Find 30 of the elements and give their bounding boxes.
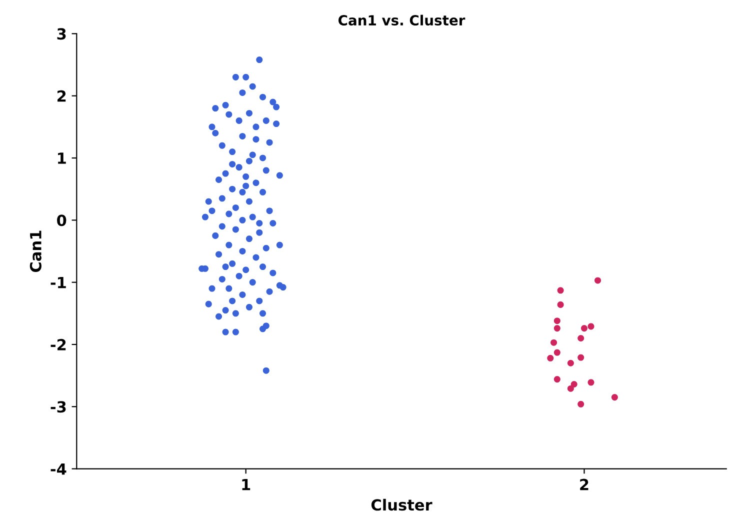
y-tick-label: -1 (50, 276, 66, 288)
y-tick-label: 1 (58, 152, 66, 164)
point (578, 334, 584, 342)
point (550, 339, 558, 346)
y-tick-label: -2 (50, 338, 66, 350)
point (578, 400, 584, 408)
x-axis-title: Cluster (371, 498, 432, 511)
y-tick-label: 3 (57, 28, 66, 40)
point (611, 394, 618, 401)
chart-title: Can1 vs. Cluster (338, 14, 466, 26)
point (567, 385, 574, 392)
point (554, 325, 560, 332)
y-tick-label: 2 (58, 90, 66, 102)
point (588, 379, 594, 386)
point (557, 287, 564, 294)
point (578, 354, 584, 361)
point (554, 318, 560, 324)
y-tick-label: 0 (57, 214, 66, 226)
point (588, 323, 594, 330)
point (580, 325, 588, 332)
point (557, 301, 564, 308)
point (554, 349, 560, 356)
point (554, 376, 560, 383)
point (547, 354, 554, 362)
point (570, 380, 578, 388)
y-axis-title: Can1 (30, 230, 42, 272)
point (594, 277, 602, 284)
point (567, 360, 574, 366)
y-tick-label: -3 (50, 401, 66, 413)
y-tick-label: -4 (50, 463, 66, 475)
